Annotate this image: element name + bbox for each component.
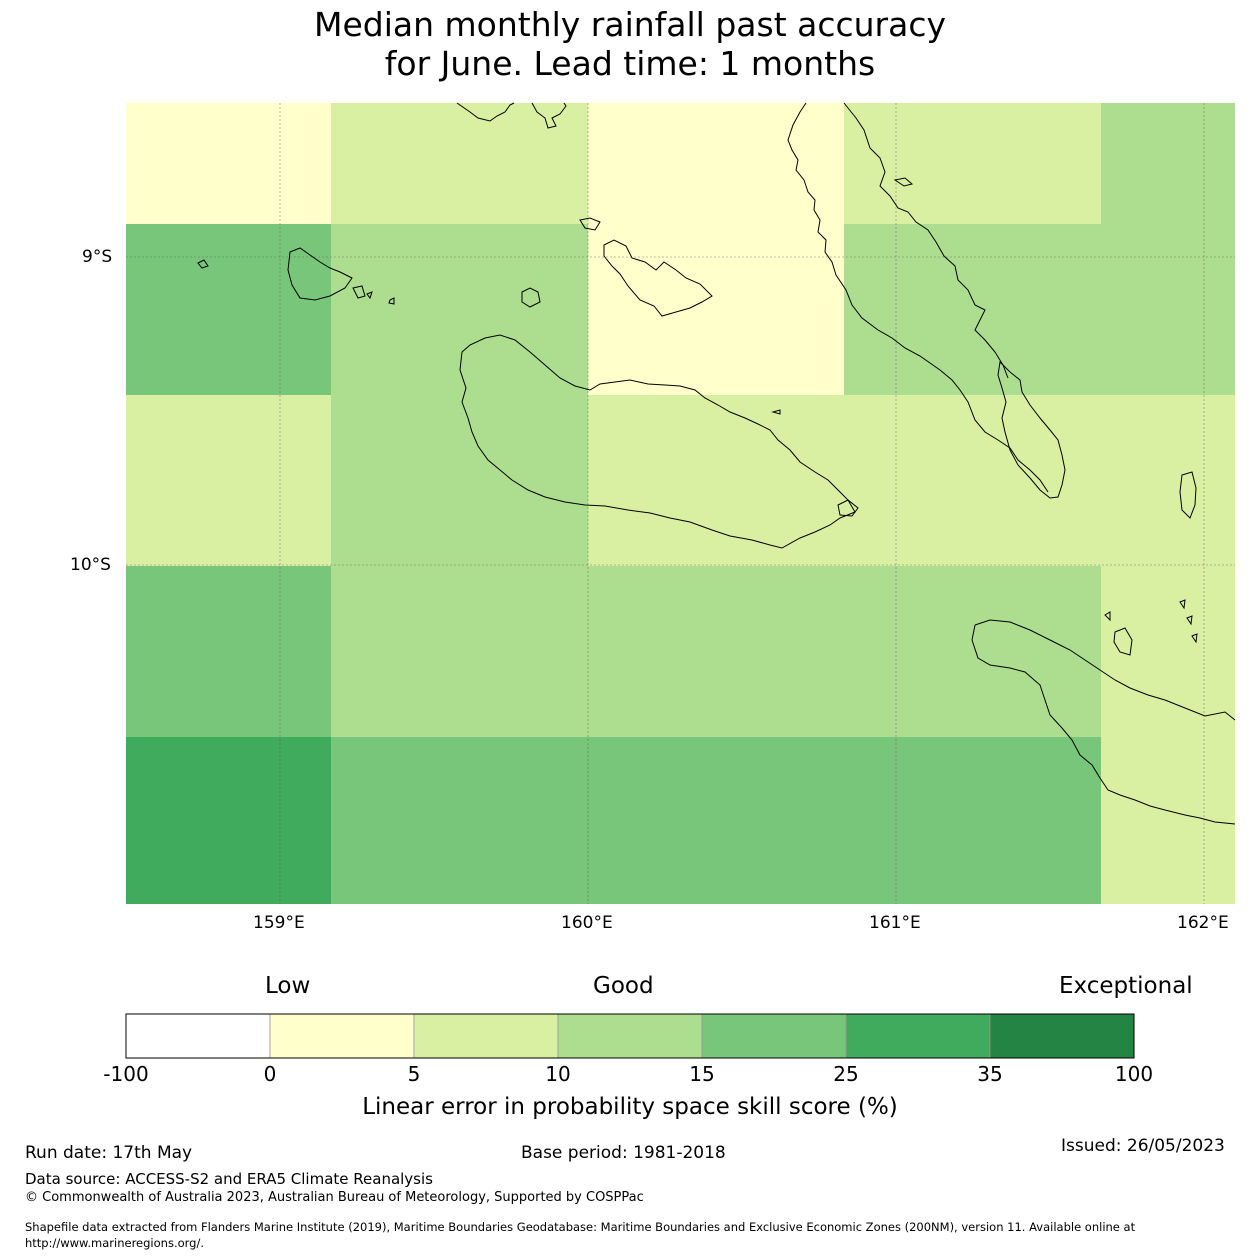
skill-grid [126,103,1235,904]
grid-cell [126,566,331,737]
colorbar-tick: 0 [263,1062,277,1086]
grid-cell [588,103,844,224]
grid-cell [126,224,331,395]
grid-cell [331,395,588,566]
grid-cell [126,737,331,904]
colorbar-label: Linear error in probability space skill … [362,1094,898,1120]
colorbar-tick: 25 [833,1062,859,1086]
lon-label-162e: 162°E [1177,913,1229,933]
grid-cell [588,395,1235,566]
lon-label-160e: 160°E [561,913,613,933]
copyright: © Commonwealth of Australia 2023, Austra… [25,1190,644,1205]
colorbar-swatch [989,1013,1135,1059]
chart-title-line1: Median monthly rainfall past accuracy [313,5,947,44]
grid-cell [331,103,588,224]
colorbar-swatch [845,1013,991,1059]
colorbar-tick: 10 [545,1062,571,1086]
colorbar-swatch [125,1013,271,1059]
grid-cell [1101,737,1235,904]
data-source: Data source: ACCESS-S2 and ERA5 Climate … [25,1170,433,1188]
colorbar-category-good: Good [593,973,654,999]
colorbar-category-exceptional: Exceptional [1059,973,1193,999]
colorbar-swatch [701,1013,847,1059]
run-date: Run date: 17th May [25,1143,193,1163]
grid-cell [844,224,1235,395]
colorbar-swatch [557,1013,703,1059]
colorbar-tick: 35 [977,1062,1003,1086]
grid-cell [126,395,331,566]
colorbar-swatch [269,1013,415,1059]
colorbar [125,1013,1135,1059]
colorbar-tick: 100 [1114,1062,1154,1086]
coastlines [197,102,1236,825]
lat-label-9s: 9°S [82,247,113,267]
grid-cell [844,103,1101,224]
colorbar-border [125,1013,1135,1059]
lon-label-159e: 159°E [253,913,305,933]
graticule [126,103,1235,904]
lat-label-10s: 10°S [70,555,111,575]
colorbar-swatch [413,1013,559,1059]
colorbar-tick: 15 [689,1062,715,1086]
base-period: Base period: 1981-2018 [521,1143,726,1163]
shapefile-credit-line1: Shapefile data extracted from Flanders M… [25,1220,1136,1234]
grid-cell [331,224,588,395]
grid-cell [126,103,331,224]
colorbar-tick: -100 [103,1062,149,1086]
grid-cell [331,737,1101,904]
colorbar-category-low: Low [265,973,311,999]
lon-label-161e: 161°E [869,913,921,933]
grid-cell [588,224,844,395]
grid-cell [1101,566,1235,737]
chart-title-line2: for June. Lead time: 1 months [384,44,876,83]
shapefile-credit-line2: http://www.marineregions.org/. [25,1236,204,1250]
colorbar-tick: 5 [407,1062,421,1086]
grid-cell [1101,103,1235,224]
grid-cell [331,566,1101,737]
issued-date: Issued: 26/05/2023 [1061,1136,1225,1156]
